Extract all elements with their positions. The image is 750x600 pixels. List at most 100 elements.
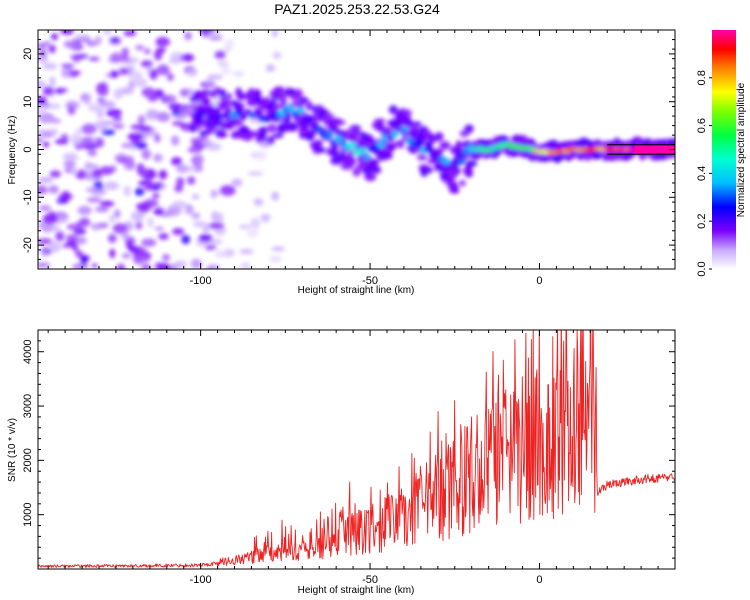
noise-blob — [135, 202, 151, 211]
noise-blob — [123, 185, 132, 197]
noise-blob — [38, 96, 48, 106]
noise-blob — [99, 200, 115, 207]
noise-blob — [140, 238, 157, 247]
noise-blob — [238, 224, 251, 230]
noise-blob — [109, 248, 116, 259]
y-tick-label: 3000 — [22, 394, 34, 418]
noise-blob — [190, 258, 202, 269]
ridge-halo-blob — [667, 138, 675, 146]
noise-blob — [70, 166, 77, 175]
noise-blob — [42, 86, 54, 96]
ridge-halo-blob — [298, 123, 310, 130]
noise-blob — [126, 65, 136, 71]
noise-blob — [42, 62, 58, 70]
noise-blob — [137, 180, 154, 186]
noise-blob — [202, 226, 210, 234]
noise-blob — [87, 149, 97, 157]
ridge-core-blob — [334, 136, 343, 143]
noise-blob — [219, 185, 236, 196]
noise-blob — [121, 47, 129, 58]
spectrogram-x-label: Height of straight line (km) — [298, 285, 415, 296]
ridge-halo-blob — [434, 131, 444, 142]
noise-blob — [217, 59, 226, 67]
noise-blob — [66, 223, 75, 230]
noise-blob — [39, 133, 53, 138]
noise-blob — [126, 155, 134, 167]
noise-blob — [192, 221, 208, 227]
noise-blob — [91, 224, 102, 231]
ridge-halo-blob — [465, 169, 474, 178]
noise-blob — [99, 166, 114, 176]
noise-blob — [153, 208, 164, 216]
ridge-core-blob — [400, 126, 409, 133]
noise-blob — [143, 48, 151, 55]
y-tick-label: 0 — [22, 146, 34, 152]
ridge-halo-blob — [374, 118, 386, 124]
noise-blob — [38, 105, 46, 116]
ridge-halo-blob — [189, 124, 198, 133]
noise-blob — [158, 233, 169, 240]
ridge-core-blob — [376, 141, 385, 148]
noise-blob — [54, 87, 65, 94]
noise-blob — [176, 177, 185, 187]
noise-blob — [48, 185, 59, 194]
colorbar-tick-label: 0.8 — [696, 70, 708, 85]
ridge-core-blob — [386, 135, 395, 142]
ridge-halo-blob — [412, 121, 422, 127]
figure-title: PAZ1.2025.253.22.53.G24 — [274, 1, 440, 17]
noise-blob — [80, 37, 91, 42]
noise-blob — [149, 68, 158, 80]
noise-blob — [184, 205, 192, 215]
noise-blob — [171, 156, 183, 166]
ridge-core-blob — [452, 167, 461, 174]
noise-blob — [214, 50, 226, 60]
noise-blob — [183, 166, 200, 172]
noise-blob — [153, 49, 163, 61]
noise-blob — [271, 246, 286, 251]
noise-blob — [60, 63, 75, 69]
noise-blob — [156, 111, 171, 123]
ridge-halo-blob — [369, 159, 380, 166]
ridge-core-blob — [296, 107, 305, 114]
noise-blob — [56, 198, 69, 204]
noise-blob — [41, 251, 49, 257]
x-tick-label: 0 — [536, 574, 542, 586]
ridge-halo-blob — [317, 146, 326, 154]
noise-blob — [154, 226, 165, 231]
ridge-halo-blob — [277, 92, 287, 102]
noise-blob — [207, 74, 224, 80]
noise-blob — [265, 64, 276, 72]
noise-blob — [247, 171, 264, 176]
noise-blob — [54, 138, 69, 145]
noise-blob — [55, 231, 65, 242]
ridge-halo-blob — [330, 156, 343, 165]
ridge-halo-blob — [383, 149, 393, 160]
noise-blob — [168, 102, 183, 111]
noise-blob — [83, 100, 92, 105]
spectrogram-x-ticks: -100 -50 0 — [47, 30, 676, 287]
noise-blob — [99, 100, 116, 109]
ridge-band — [634, 145, 675, 154]
ridge-halo-blob — [459, 179, 466, 187]
spectrogram-marks — [38, 30, 675, 269]
noise-blob — [119, 87, 134, 95]
ridge-core-blob — [424, 146, 433, 153]
noise-blob — [157, 262, 171, 269]
noise-blob — [167, 72, 174, 82]
ridge-halo-blob — [322, 113, 335, 119]
noise-blob — [208, 264, 220, 269]
spectrogram-y-ticks: -20 -10 0 10 20 — [22, 29, 675, 270]
ridge-core-blob — [391, 131, 400, 138]
x-tick-label: -100 — [190, 574, 212, 586]
noise-blob — [143, 252, 152, 261]
noise-blob — [51, 33, 58, 41]
ridge-core-blob — [300, 119, 309, 126]
colorbar-tick-label: 0.0 — [696, 261, 708, 276]
noise-blob — [153, 186, 161, 191]
noise-blob — [184, 108, 191, 117]
ridge-halo-blob — [337, 119, 346, 126]
noise-blob — [134, 77, 148, 88]
noise-blob — [199, 30, 215, 34]
snr-panel: -100 -50 0 1000 2000 3000 4000 Height of stra… — [7, 329, 676, 596]
